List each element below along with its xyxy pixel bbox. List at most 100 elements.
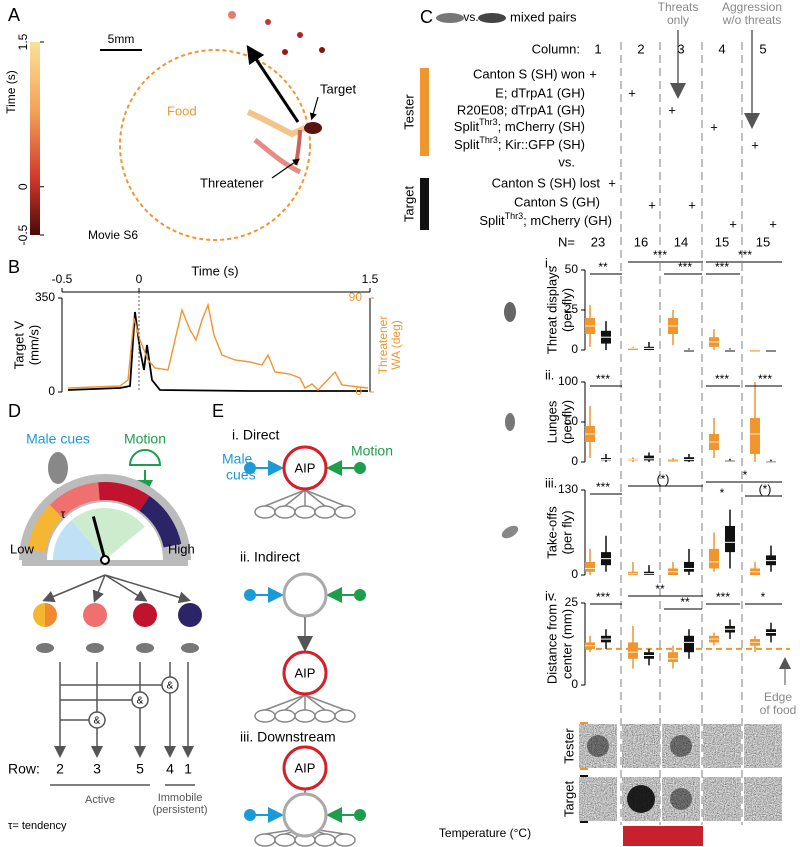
heatmap-blob <box>670 735 692 757</box>
significance: *** <box>738 248 752 262</box>
gauge-sector <box>139 496 182 548</box>
row-title: Row: <box>8 761 40 777</box>
input-label: cues <box>226 467 256 483</box>
edge <box>304 694 346 711</box>
significance: ** <box>598 260 608 274</box>
colorbar-tick-label: -0.5 <box>16 224 30 245</box>
neuron <box>274 833 296 847</box>
significance: *** <box>715 260 729 274</box>
y-title: (per fly) <box>559 288 574 332</box>
significance: ** <box>655 582 665 596</box>
significance: *** <box>596 590 610 604</box>
group-title: Target <box>401 186 416 223</box>
plus-mark: + <box>628 85 636 100</box>
scale-label: High <box>168 541 195 556</box>
movie-label: Movie S6 <box>88 228 138 242</box>
neuron <box>294 709 316 723</box>
genotype-part: ; mCherry (GH) <box>523 213 612 228</box>
significance: *** <box>758 372 772 386</box>
input-label: Motion <box>351 443 393 459</box>
edge <box>284 489 306 507</box>
y-title: Threat displays <box>544 265 559 354</box>
fly-icon <box>36 643 54 653</box>
genotype-part: Split <box>479 213 505 228</box>
arrow <box>246 45 300 123</box>
y-tick-label: 50 <box>565 414 579 428</box>
group-label: Active <box>85 794 115 806</box>
y2-tick-label: 0 <box>355 384 362 398</box>
column-title: Column: <box>532 41 580 56</box>
significance: * <box>743 468 748 482</box>
temperature-bar <box>623 826 703 846</box>
y-title: Lunges <box>544 400 559 443</box>
heatmap <box>744 777 782 821</box>
box <box>644 455 654 461</box>
box <box>725 525 735 553</box>
significance: ** <box>680 595 690 609</box>
annotation: only <box>667 13 689 27</box>
and-gate <box>131 691 149 709</box>
gauge-sector <box>49 482 100 518</box>
arrow <box>104 574 191 604</box>
neuron <box>314 833 336 847</box>
colorbar <box>30 42 40 235</box>
logic-diagram <box>42 574 195 786</box>
section-title: i. Direct <box>232 427 280 443</box>
neuron <box>314 709 336 723</box>
panel-label: E <box>212 401 224 421</box>
state <box>178 603 202 627</box>
box <box>684 635 694 653</box>
state <box>133 603 157 627</box>
neuron <box>254 709 276 723</box>
box <box>684 350 694 352</box>
panel-label: D <box>8 401 21 421</box>
superscript: Thr3 <box>479 135 498 145</box>
plus-mark: + <box>648 197 656 212</box>
fly-icon <box>48 452 68 484</box>
edge <box>284 694 306 711</box>
annotation: Edge <box>764 690 792 704</box>
box <box>725 350 735 352</box>
subpanel-label: i. <box>545 255 552 270</box>
heatmap <box>703 724 741 768</box>
heatmap <box>579 777 617 821</box>
significance: (*) <box>657 472 670 486</box>
genotype: Canton S (GH) <box>514 194 600 209</box>
edge <box>264 489 306 507</box>
box <box>628 642 638 659</box>
row-number: 4 <box>166 761 174 777</box>
plus-mark: + <box>668 102 676 117</box>
y-tick-label: 0 <box>571 454 578 468</box>
box <box>750 350 760 352</box>
box <box>628 348 638 350</box>
panel-label: B <box>8 257 20 277</box>
genotype-part: ; Kir::GFP (SH) <box>498 137 585 152</box>
and-gate <box>88 711 106 729</box>
heatmap-blob <box>627 785 655 813</box>
fly-icon <box>505 413 515 431</box>
node <box>282 572 328 618</box>
column-number: 1 <box>594 41 601 56</box>
neuron <box>294 505 316 519</box>
edge <box>304 489 346 507</box>
y-title: (per fly) <box>559 510 574 554</box>
aip-node <box>282 745 328 791</box>
box <box>668 652 678 663</box>
fly-icon <box>501 525 519 539</box>
plus-mark: + <box>751 137 759 152</box>
gauge-sector <box>27 504 63 552</box>
food-label: Food <box>167 103 197 118</box>
subpanel-label: iv. <box>545 588 557 603</box>
genotype: Canton S (SH) won <box>473 66 585 81</box>
fly-icon <box>436 13 464 23</box>
y-title: center (mm) <box>559 609 574 679</box>
genotype: SplitThr3; mCherry (GH) <box>479 211 612 228</box>
genotype-part: ; mCherry (SH) <box>498 119 585 134</box>
y-tick-label: 350 <box>35 290 55 304</box>
angle-trace <box>67 302 369 392</box>
neuron <box>274 505 296 519</box>
n-value: 15 <box>756 234 770 249</box>
y-tick-label: 130 <box>558 482 578 496</box>
tester-bar <box>420 68 429 156</box>
row-number: 2 <box>56 761 64 777</box>
